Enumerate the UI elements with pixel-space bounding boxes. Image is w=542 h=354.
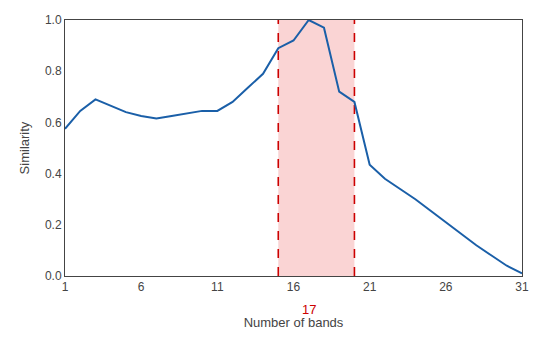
svg-text:21: 21 <box>363 280 377 294</box>
svg-text:Number of bands: Number of bands <box>244 315 344 330</box>
svg-text:0.8: 0.8 <box>45 64 62 78</box>
svg-text:0.2: 0.2 <box>45 218 62 232</box>
svg-text:Similarity: Similarity <box>17 121 32 174</box>
svg-text:0.6: 0.6 <box>45 116 62 130</box>
svg-text:6: 6 <box>138 280 145 294</box>
svg-text:31: 31 <box>515 280 529 294</box>
svg-text:1: 1 <box>62 280 69 294</box>
svg-text:16: 16 <box>287 280 301 294</box>
svg-text:1.0: 1.0 <box>45 13 62 27</box>
svg-text:0.4: 0.4 <box>45 167 62 181</box>
svg-text:26: 26 <box>439 280 453 294</box>
svg-text:11: 11 <box>211 280 224 294</box>
svg-text:0.0: 0.0 <box>45 269 62 283</box>
svg-text:17: 17 <box>302 302 316 317</box>
